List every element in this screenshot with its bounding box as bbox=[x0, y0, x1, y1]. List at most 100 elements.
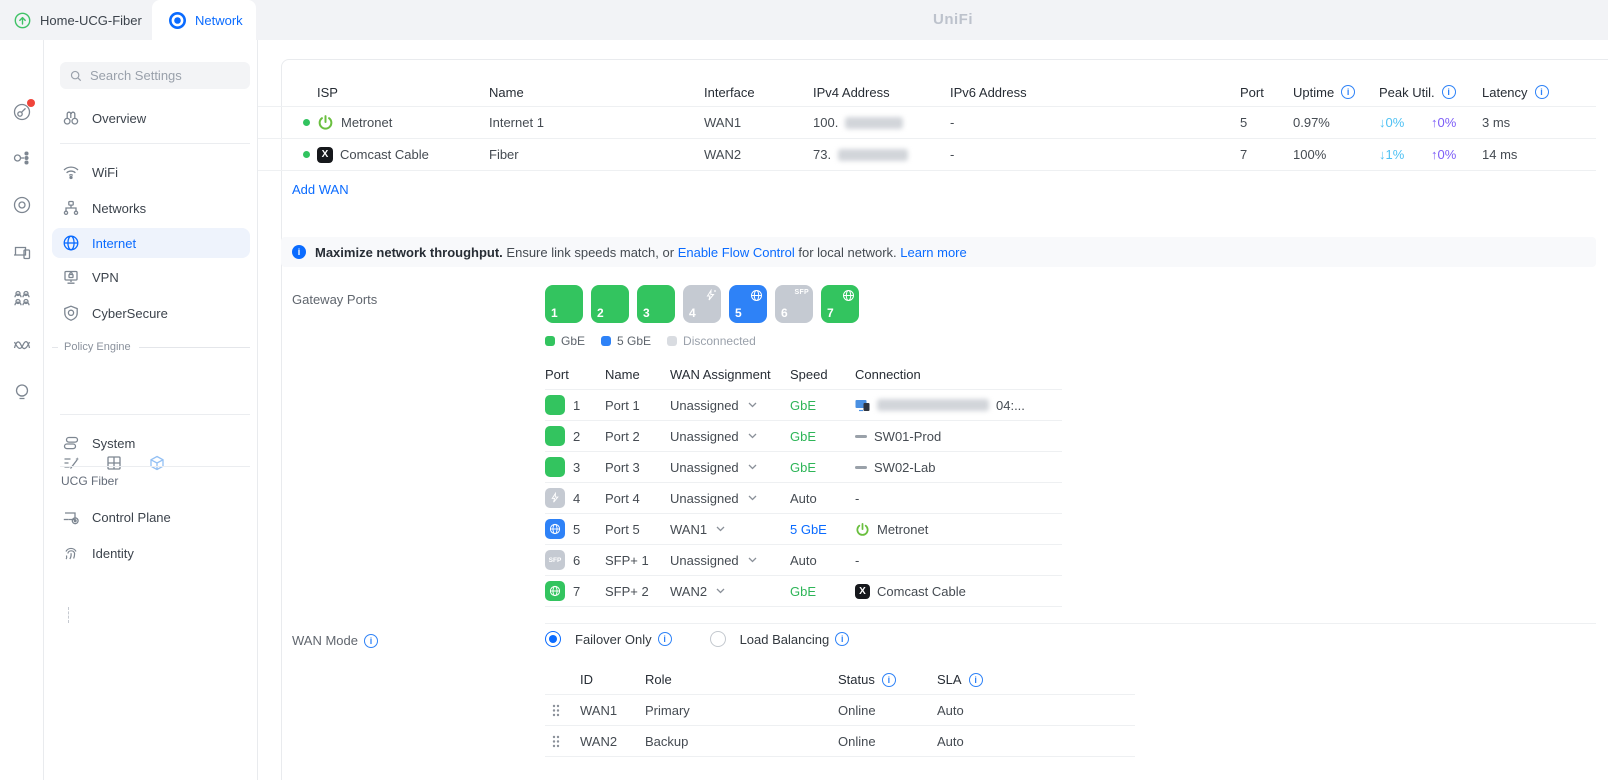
divider bbox=[60, 414, 250, 415]
radio-selected[interactable] bbox=[545, 631, 561, 647]
sidebar-item-networks[interactable]: Networks bbox=[52, 193, 250, 223]
device-connector bbox=[68, 607, 69, 623]
wan-mode-radios: Failover Only i Load Balancing i bbox=[545, 631, 850, 647]
port-square-3[interactable]: 3 bbox=[637, 285, 675, 323]
wan-globe-icon bbox=[549, 585, 561, 597]
insights-icon[interactable] bbox=[12, 288, 32, 308]
port-speed: GbE bbox=[790, 459, 817, 475]
load-balancing-option[interactable]: Load Balancing i bbox=[709, 631, 850, 647]
wan-role: Backup bbox=[645, 733, 689, 749]
divider bbox=[60, 143, 250, 144]
info-icon[interactable]: i bbox=[1441, 85, 1456, 99]
port-square-2[interactable]: 2 bbox=[591, 285, 629, 323]
port-chip: SFP bbox=[545, 550, 565, 570]
col-ipv4: IPv4 Address bbox=[813, 84, 890, 100]
port-row: SFP 6 SFP+ 1 Unassigned Auto - bbox=[545, 545, 1062, 576]
port-speed: GbE bbox=[790, 428, 817, 444]
wan-name: Fiber bbox=[489, 147, 519, 162]
site-switcher[interactable]: Home-UCG-Fiber bbox=[14, 0, 142, 40]
ipv4-cell: 100. bbox=[813, 107, 904, 138]
port-name: SFP+ 1 bbox=[605, 552, 649, 568]
info-icon[interactable]: i bbox=[657, 632, 672, 646]
bolt-icon bbox=[706, 289, 716, 301]
info-icon[interactable]: i bbox=[835, 632, 850, 646]
tab-network[interactable]: Network bbox=[152, 0, 256, 40]
switch-icon bbox=[855, 434, 867, 438]
col-status: Status i bbox=[838, 665, 896, 694]
info-icon[interactable]: i bbox=[968, 672, 983, 687]
wan-sla: Auto bbox=[937, 702, 964, 718]
throughput-banner: i Maximize network throughput. Ensure li… bbox=[281, 237, 1596, 267]
uptime-cell: 0.97% bbox=[1293, 115, 1330, 130]
drag-handle[interactable] bbox=[552, 726, 560, 756]
wan-assignment-dropdown[interactable]: Unassigned bbox=[670, 452, 757, 482]
policy-engine-label: Policy Engine bbox=[52, 341, 250, 353]
failover-table: ID Role Status i SLA i WAN1 Primary Online… bbox=[545, 665, 1135, 757]
legend-disconnected-swatch bbox=[667, 336, 678, 346]
info-icon[interactable]: i bbox=[1341, 85, 1356, 99]
wan-assignment-dropdown[interactable]: WAN1 bbox=[670, 514, 725, 544]
innovations-icon[interactable] bbox=[12, 382, 32, 402]
add-wan-button[interactable]: Add WAN bbox=[292, 182, 349, 197]
col-name: Name bbox=[605, 367, 640, 382]
wan-assignment-dropdown[interactable]: Unassigned bbox=[670, 390, 757, 420]
clients-icon[interactable] bbox=[12, 242, 32, 262]
col-sla: SLA i bbox=[937, 665, 983, 694]
radio-unselected[interactable] bbox=[709, 631, 726, 647]
learn-more-link[interactable]: Learn more bbox=[900, 244, 967, 260]
sidebar-item-system[interactable]: System bbox=[52, 428, 250, 458]
port-square-4[interactable]: 4 bbox=[683, 285, 721, 323]
port-square-6[interactable]: 6 SFP bbox=[775, 285, 813, 323]
col-name: Name bbox=[489, 84, 524, 100]
dashboard-icon[interactable] bbox=[12, 99, 35, 122]
unifi-devices-icon[interactable] bbox=[12, 195, 32, 215]
wan-globe-icon bbox=[751, 290, 762, 301]
col-speed: Speed bbox=[790, 367, 828, 382]
app-rail bbox=[0, 40, 44, 780]
wan-assignment-dropdown[interactable]: Unassigned bbox=[670, 545, 757, 575]
vpn-icon bbox=[64, 270, 78, 284]
wan-row-1[interactable]: Metronet Internet 1 WAN1 100. - 5 0.97% … bbox=[258, 107, 1596, 139]
sidebar-item-overview[interactable]: Overview bbox=[52, 103, 250, 133]
isp-cell: X Comcast Cable bbox=[317, 139, 429, 170]
port-row: 5 Port 5 WAN1 5 GbE Metronet bbox=[545, 514, 1062, 545]
ipv4-cell: 73. bbox=[813, 139, 909, 170]
port-number: 6 bbox=[573, 552, 581, 568]
col-uptime: Uptime i bbox=[1293, 78, 1356, 106]
wan-row-2[interactable]: X Comcast Cable Fiber WAN2 73. - 7 100% … bbox=[258, 139, 1596, 171]
drag-handle[interactable] bbox=[552, 695, 560, 725]
radios-icon[interactable] bbox=[12, 335, 32, 355]
wan-globe-icon bbox=[843, 290, 854, 301]
topology-icon[interactable] bbox=[12, 148, 32, 168]
info-icon[interactable]: i bbox=[363, 633, 378, 648]
enable-flow-control-link[interactable]: Enable Flow Control bbox=[677, 244, 795, 260]
sidebar-item-cybersecure[interactable]: CyberSecure bbox=[52, 298, 250, 328]
redacted-ip bbox=[838, 148, 909, 161]
wan-assignment-dropdown[interactable]: Unassigned bbox=[670, 421, 757, 451]
port-chip bbox=[545, 457, 565, 477]
policy-table-icon[interactable] bbox=[105, 454, 123, 472]
col-isp: ISP bbox=[317, 84, 338, 100]
info-icon[interactable]: i bbox=[881, 672, 896, 687]
info-icon[interactable]: i bbox=[1534, 85, 1549, 99]
port-square-7[interactable]: 7 bbox=[821, 285, 859, 323]
failover-only-option[interactable]: Failover Only i bbox=[545, 631, 672, 647]
wan-assignment-dropdown[interactable]: WAN2 bbox=[670, 576, 725, 606]
port-square-5[interactable]: 5 bbox=[729, 285, 767, 323]
search-input[interactable] bbox=[90, 68, 240, 83]
networks-icon bbox=[63, 200, 79, 216]
search-settings[interactable] bbox=[60, 62, 250, 89]
sidebar-item-wifi[interactable]: WiFi bbox=[52, 157, 250, 187]
sidebar-item-vpn[interactable]: VPN bbox=[52, 262, 250, 292]
col-id: ID bbox=[580, 672, 593, 687]
port-square-1[interactable]: 1 bbox=[545, 285, 583, 323]
sidebar-item-control-plane[interactable]: Control Plane bbox=[52, 502, 250, 532]
peak-down: ↓1% bbox=[1379, 147, 1405, 162]
switch-icon bbox=[855, 465, 867, 469]
sidebar-item-internet[interactable]: Internet bbox=[52, 228, 250, 258]
sidebar-item-identity[interactable]: Identity bbox=[52, 538, 250, 568]
policy-wand-icon[interactable] bbox=[62, 454, 80, 472]
site-icon bbox=[14, 12, 31, 28]
network-app-icon bbox=[169, 11, 186, 29]
wan-assignment-dropdown[interactable]: Unassigned bbox=[670, 483, 757, 513]
